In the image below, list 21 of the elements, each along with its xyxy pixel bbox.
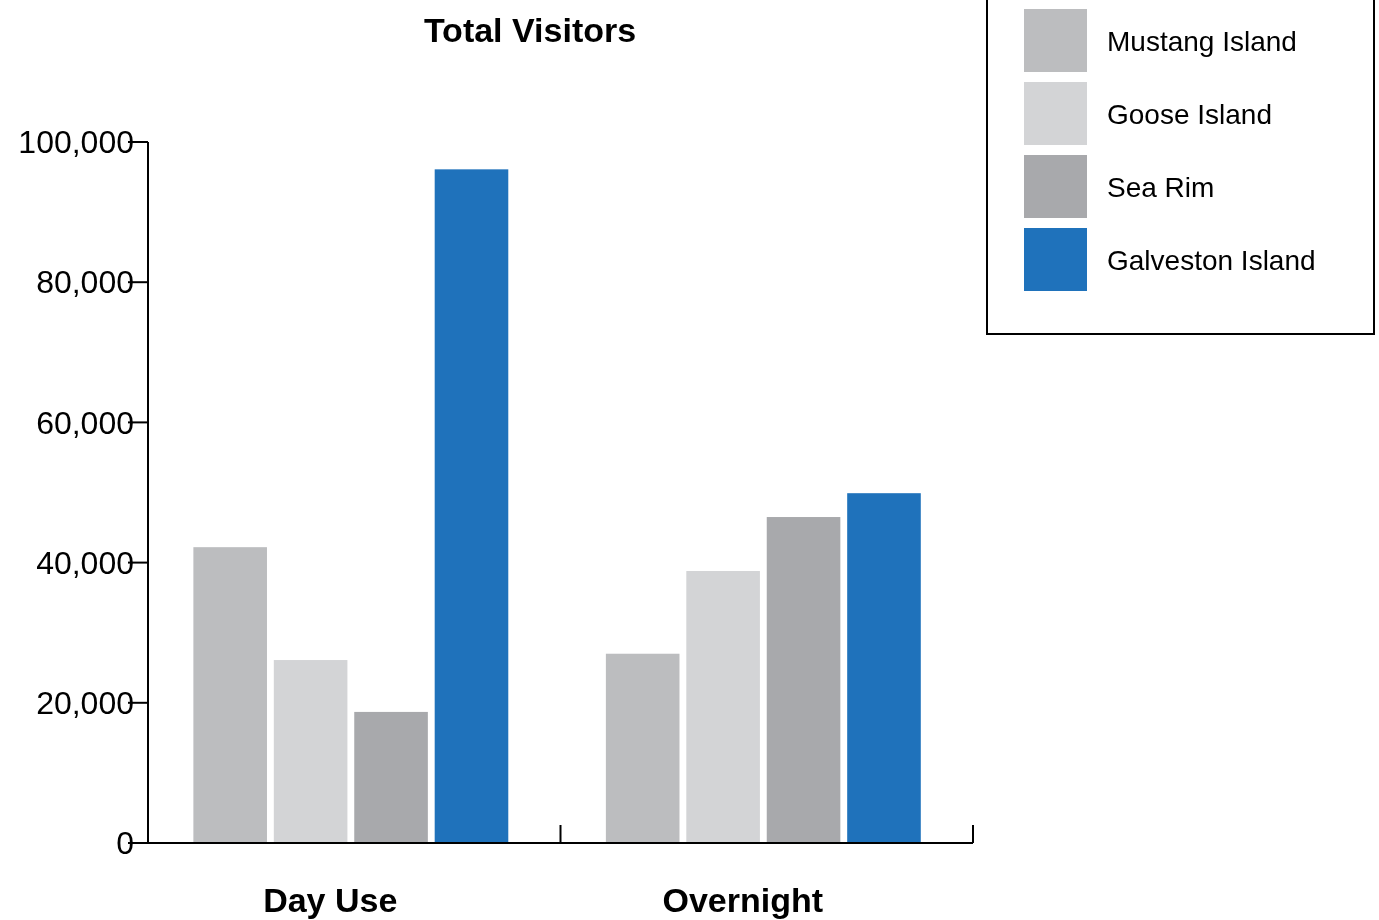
- bar: [686, 571, 760, 843]
- y-tick-label: 40,000: [36, 544, 134, 581]
- legend-label: Sea Rim: [1107, 171, 1215, 203]
- y-tick-label: 0: [116, 825, 134, 862]
- bar: [273, 660, 348, 843]
- y-tick-label: 80,000: [36, 264, 134, 301]
- bar: [193, 547, 267, 843]
- bar: [847, 493, 921, 843]
- legend-label: Galveston Island: [1107, 244, 1316, 276]
- legend-label: Mustang Island: [1107, 25, 1297, 57]
- x-tick-label: Overnight: [662, 881, 824, 919]
- legend-label: Goose Island: [1107, 98, 1272, 130]
- bar: [434, 169, 509, 843]
- x-tick-label: Day Use: [263, 881, 398, 919]
- y-tick-label: 100,000: [18, 124, 134, 161]
- bar: [605, 653, 680, 843]
- y-tick-label: 20,000: [36, 685, 134, 721]
- y-tick-label: 60,000: [36, 404, 134, 441]
- bar: [766, 517, 841, 843]
- bar: [354, 711, 428, 843]
- chart-title: Total Visitors: [423, 11, 637, 49]
